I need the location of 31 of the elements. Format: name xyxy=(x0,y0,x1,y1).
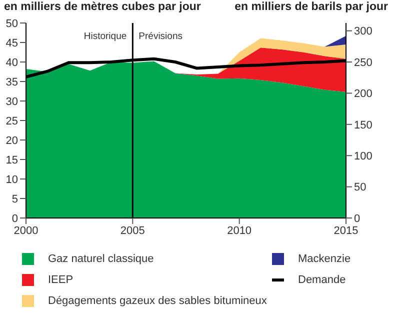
y2-tick-label: 200 xyxy=(354,88,372,100)
legend-label: IEEP xyxy=(48,274,74,286)
x-tick-label: 2005 xyxy=(120,224,145,237)
y-tick-label: 40 xyxy=(6,56,18,69)
y-tick-label: 0 xyxy=(12,212,18,225)
x-tick-label: 2010 xyxy=(227,224,252,237)
legend-label: Gaz naturel classique xyxy=(48,252,154,264)
y-tick-label: 20 xyxy=(6,134,18,147)
y-axis-title: en milliers de mètres cubes par jour xyxy=(4,1,201,15)
y-tick-label: 10 xyxy=(6,174,18,186)
y2-tick-label: 250 xyxy=(354,56,372,69)
y-tick-label: 15 xyxy=(6,154,18,166)
y-tick-label: 25 xyxy=(6,115,18,128)
y-tick-label: 35 xyxy=(6,76,18,88)
y-tick-label: 5 xyxy=(12,193,18,206)
y2-tick-label: 0 xyxy=(354,212,360,225)
y-tick-label: 50 xyxy=(6,18,18,30)
y2-axis-title: en milliers de barils par jour xyxy=(234,1,388,15)
y2-tick-label: 150 xyxy=(354,119,372,132)
y2-tick-label: 100 xyxy=(354,150,372,163)
y-tick-label: 45 xyxy=(6,37,18,50)
y-tick-label: 30 xyxy=(6,96,18,108)
y2-tick-label: 50 xyxy=(354,182,366,194)
x-tick-label: 2015 xyxy=(334,224,358,237)
x-tick-label: 2000 xyxy=(14,224,38,237)
legend-label: Mackenzie xyxy=(298,252,351,264)
legend-label: Demande xyxy=(298,274,346,286)
annotation: Prévisions xyxy=(138,31,183,42)
annotation: Historique xyxy=(84,31,127,42)
y2-tick-label: 300 xyxy=(354,26,372,38)
legend-label: Dégagements gazeux des sables bitumineux xyxy=(48,294,267,306)
